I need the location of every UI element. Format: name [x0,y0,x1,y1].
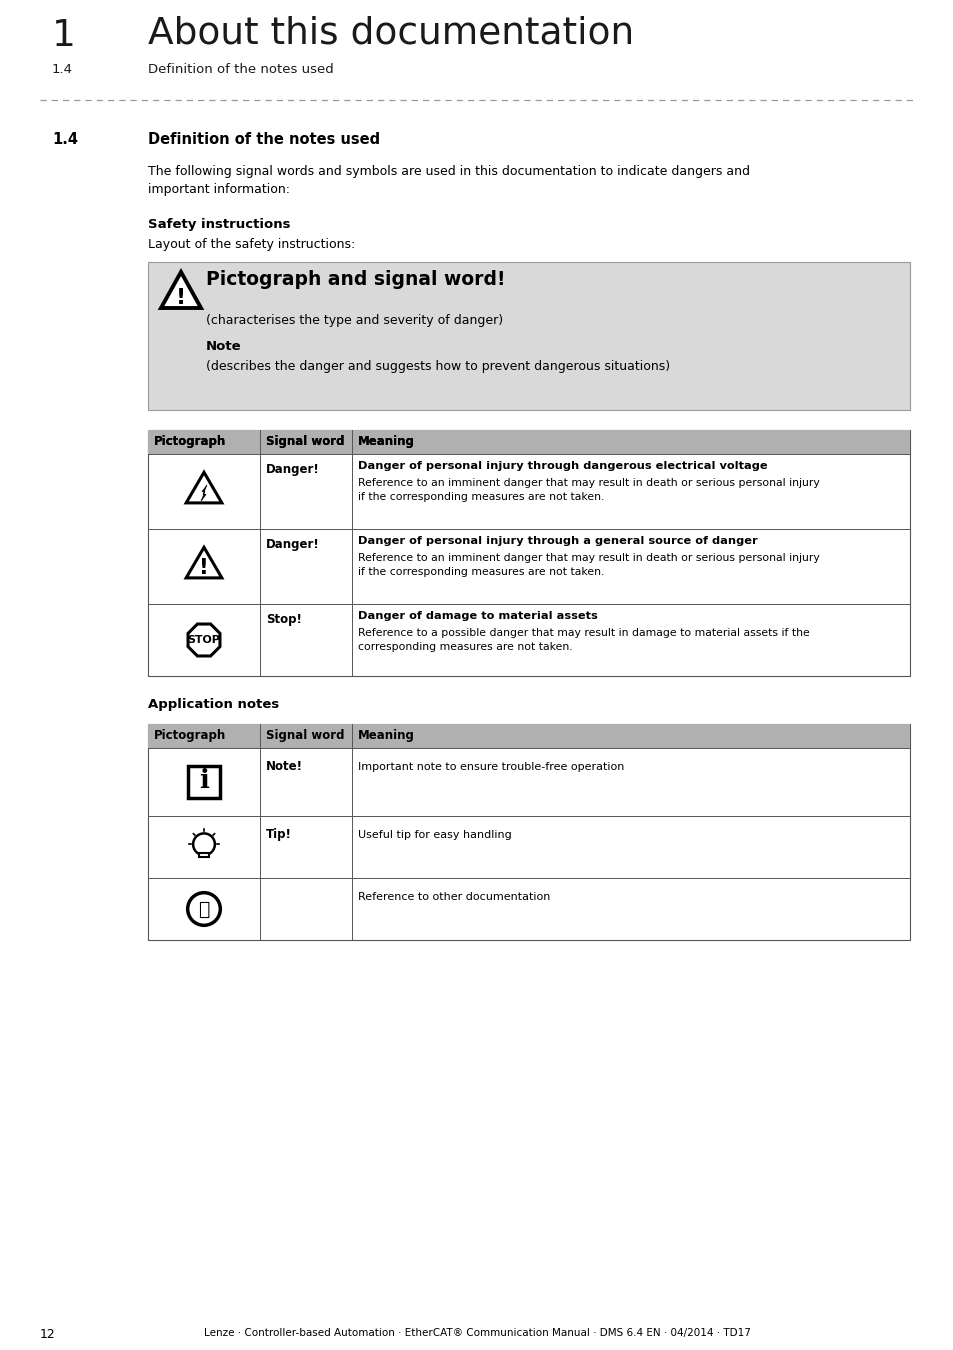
Text: (characterises the type and severity of danger): (characterises the type and severity of … [206,315,502,327]
Text: Lenze · Controller-based Automation · EtherCAT® Communication Manual · DMS 6.4 E: Lenze · Controller-based Automation · Et… [203,1328,750,1338]
Text: Danger!: Danger! [266,463,319,477]
Text: Reference to an imminent danger that may result in death or serious personal inj: Reference to an imminent danger that may… [357,478,819,502]
FancyBboxPatch shape [148,724,909,748]
FancyBboxPatch shape [148,262,909,410]
Text: Note!: Note! [266,760,303,774]
Text: Useful tip for easy handling: Useful tip for easy handling [357,830,511,840]
Text: Pictograph: Pictograph [153,435,226,448]
Text: 1.4: 1.4 [52,63,73,76]
Text: Important note to ensure trouble-free operation: Important note to ensure trouble-free op… [357,761,623,772]
Text: Danger of personal injury through a general source of danger: Danger of personal injury through a gene… [357,536,757,545]
Text: Reference to other documentation: Reference to other documentation [357,892,550,902]
FancyBboxPatch shape [188,765,220,798]
Text: Safety instructions: Safety instructions [148,217,291,231]
Circle shape [193,833,214,855]
Text: Reference to an imminent danger that may result in death or serious personal inj: Reference to an imminent danger that may… [357,554,819,576]
Text: Meaning: Meaning [357,729,415,742]
Text: Signal word: Signal word [266,435,344,448]
Text: Meaning: Meaning [357,435,415,448]
Text: Pictograph: Pictograph [153,435,226,448]
FancyBboxPatch shape [148,431,909,676]
Polygon shape [201,485,207,501]
Polygon shape [188,624,220,656]
Text: Reference to a possible danger that may result in damage to material assets if t: Reference to a possible danger that may … [357,628,809,652]
Text: About this documentation: About this documentation [148,16,634,53]
FancyBboxPatch shape [199,853,209,857]
Text: 🕮: 🕮 [198,899,210,918]
Text: Layout of the safety instructions:: Layout of the safety instructions: [148,238,355,251]
Text: !: ! [199,558,209,578]
Text: Signal word: Signal word [266,729,344,742]
Text: Pictograph: Pictograph [153,729,226,742]
Text: 1.4: 1.4 [52,132,78,147]
Circle shape [188,892,220,925]
Text: The following signal words and symbols are used in this documentation to indicat: The following signal words and symbols a… [148,165,749,197]
Text: i: i [199,768,209,794]
Text: Danger of personal injury through dangerous electrical voltage: Danger of personal injury through danger… [357,460,767,471]
Text: Signal word: Signal word [266,435,344,448]
Text: Danger!: Danger! [266,539,319,551]
Text: Pictograph and signal word!: Pictograph and signal word! [206,270,505,289]
FancyBboxPatch shape [148,724,909,940]
Text: Tip!: Tip! [266,828,292,841]
Text: STOP: STOP [188,634,220,645]
Text: Stop!: Stop! [266,613,301,626]
Text: Application notes: Application notes [148,698,279,711]
Polygon shape [186,472,222,504]
Text: !: ! [175,288,186,308]
Text: (describes the danger and suggests how to prevent dangerous situations): (describes the danger and suggests how t… [206,360,669,373]
FancyBboxPatch shape [148,431,909,454]
Text: Meaning: Meaning [357,435,415,448]
Text: Definition of the notes used: Definition of the notes used [148,63,334,76]
Text: Note: Note [206,340,241,352]
Polygon shape [186,547,222,578]
Text: 1: 1 [52,18,76,54]
Text: Danger of damage to material assets: Danger of damage to material assets [357,612,598,621]
FancyBboxPatch shape [148,431,909,454]
Text: 12: 12 [40,1328,55,1341]
Polygon shape [161,271,201,308]
Text: Definition of the notes used: Definition of the notes used [148,132,379,147]
